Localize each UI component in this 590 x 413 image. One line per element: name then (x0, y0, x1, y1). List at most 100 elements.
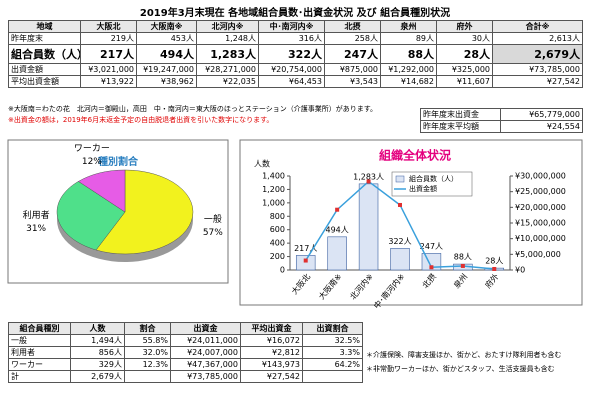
row-label: 昨年度末平均額 (420, 120, 501, 133)
y-tick-label: 1,200 (262, 185, 285, 194)
cell: 32.0% (124, 346, 171, 359)
cell: 32.5% (302, 334, 363, 347)
y-axis-label: 人数 (254, 159, 270, 169)
row-label: 計 (8, 370, 71, 383)
row: 昨年度末 219人 453人 1,248人 316人 258人 89人 30人 2,613人 (8, 32, 583, 45)
cell: ¥24,554 (500, 120, 583, 133)
pie-label: ワーカー (74, 143, 110, 154)
header-cell: 割合 (124, 322, 171, 335)
bar-value-label: 322人 (388, 237, 411, 246)
cell: ¥47,367,000 (170, 358, 241, 371)
row: 計 2,679人 ¥73,785,000 ¥27,542 (8, 370, 363, 383)
header-cell: 組合員種別 (8, 322, 71, 335)
y-tick-label: 1,000 (262, 198, 285, 207)
y-tick-label: 800 (270, 212, 285, 221)
header-cell: 大阪北 (80, 20, 137, 33)
y2-tick-label: ¥0 (515, 266, 525, 275)
cell: ¥16,072 (240, 334, 303, 347)
bar (327, 236, 347, 271)
header-row: 組合員種別 人数 割合 出資金 平均出資金 出資割合 (8, 322, 363, 335)
y2-tick-label: ¥15,000,000 (515, 219, 566, 228)
line-marker (492, 266, 497, 271)
y2-tick-label: ¥20,000,000 (515, 203, 566, 212)
cell: 64.2% (302, 358, 363, 371)
header-cell: 人数 (70, 322, 125, 335)
note: ※出資金の額は，2019年6月末返金予定の自由脱退者出資を引いた数字になります。 (8, 116, 274, 124)
cell: 2,679人 (70, 370, 125, 383)
pie-label: 利用者 (23, 209, 50, 221)
header-cell: 泉州 (380, 20, 437, 33)
cell: ¥73,785,000 (170, 370, 241, 383)
cell (302, 370, 363, 383)
pie-label: 一般 (204, 213, 222, 225)
header-cell: 地域 (8, 20, 81, 33)
cell: 247人 (324, 44, 381, 64)
line-marker (303, 258, 308, 263)
bar-value-label: 1,283人 (353, 172, 384, 181)
pie-value-label: 12% (82, 157, 102, 167)
row-label: 一般 (8, 334, 71, 347)
y-tick-label: 400 (270, 239, 285, 248)
row: 一般 1,494人 55.8% ¥24,011,000 ¥16,072 32.5% (8, 334, 363, 347)
legend-swatch (395, 175, 405, 183)
cell: ¥143,973 (240, 358, 303, 371)
header-cell: 平均出資金 (240, 322, 303, 335)
line-marker (460, 263, 465, 268)
page-title: 2019年3月末現在 各地域組合員数･出資金状況 及び 組合員種別状況 (139, 8, 451, 19)
cell: 856人 (70, 346, 125, 359)
pie-value-label: 31% (26, 224, 46, 234)
row: 利用者 856人 32.0% ¥24,007,000 ¥2,812 3.3% (8, 346, 363, 359)
cell: ¥3,543 (324, 75, 381, 88)
chart-title: 種別割合 (98, 155, 139, 168)
bar (390, 248, 410, 271)
bar-value-label: 28人 (485, 257, 503, 266)
note: ※大阪南＝わたの花 北河内＝御殿山，高田 中・南河内＝東大阪のほっとステーション… (8, 105, 378, 113)
type-note: ＊介護保険、障害支援ほか、街かど、おたすけ隊利用者も含む (366, 351, 562, 359)
row-label: 利用者 (8, 346, 71, 359)
cell: 494人 (136, 44, 197, 64)
chart-title: 組織全体状況 (379, 148, 451, 163)
line-marker (335, 207, 340, 212)
cell: 1,283人 (196, 44, 259, 64)
summary-table: 昨年度末出資金 ¥65,779,000 昨年度末平均額 ¥24,554 (420, 108, 583, 133)
line-marker (429, 265, 434, 270)
row-label: 組合員数（人） (8, 44, 81, 64)
cell: ¥24,007,000 (170, 346, 241, 359)
y-tick-label: 1,400 (262, 172, 285, 181)
line-marker (366, 179, 371, 184)
row: 平均出資金額 ¥13,922 ¥38,962 ¥22,035 ¥64,453 ¥3,543… (8, 75, 583, 88)
cell: ¥27,542 (492, 75, 583, 88)
legend-label: 組合員数（人） (409, 174, 458, 183)
pie-slice (77, 169, 126, 213)
y2-tick-label: ¥25,000,000 (515, 187, 566, 196)
combo-frame (239, 139, 583, 306)
cell: 55.8% (124, 334, 171, 347)
bar (358, 183, 379, 271)
region-table: 地域 大阪北 大阪南※ 北河内※ 中･南河内※ 北摂 泉州 府外 合計※ 昨年度末 219人 453人… (8, 20, 583, 88)
row: ワーカー 329人 12.3% ¥47,367,000 ¥143,973 64.2% (8, 358, 363, 371)
bar-value-label: 217人 (294, 244, 317, 253)
row: 昨年度末出資金 ¥65,779,000 (420, 108, 583, 121)
y-tick-label: 0 (280, 266, 285, 275)
cell: 1,494人 (70, 334, 125, 347)
bar-value-label: 494人 (326, 225, 349, 234)
y-tick-label: 600 (270, 225, 285, 234)
header-cell: 出資金 (170, 322, 241, 335)
legend-label: 出資金額 (409, 184, 437, 193)
header-cell: 出資割合 (302, 322, 363, 335)
cell: ¥2,812 (240, 346, 303, 359)
type-note: ＊非常勤ワーカーほか、街かどスタッフ、生活支援員も含む (366, 365, 555, 373)
y-tick-label: 200 (270, 252, 285, 261)
cell: ¥24,011,000 (170, 334, 241, 347)
cell: ¥27,542 (240, 370, 303, 383)
legend-box (391, 171, 473, 197)
y2-tick-label: ¥30,000,000 (515, 172, 566, 181)
bar-value-label: 88人 (454, 253, 472, 262)
row-label: ワーカー (8, 358, 71, 371)
type-table: 組合員種別 人数 割合 出資金 平均出資金 出資割合 一般 1,494人 55.8% ¥24,01… (8, 322, 363, 383)
cell: 217人 (80, 44, 137, 64)
pie-value-label: 57% (203, 228, 223, 238)
pie-slice (95, 169, 194, 255)
y2-tick-label: ¥10,000,000 (515, 234, 566, 243)
